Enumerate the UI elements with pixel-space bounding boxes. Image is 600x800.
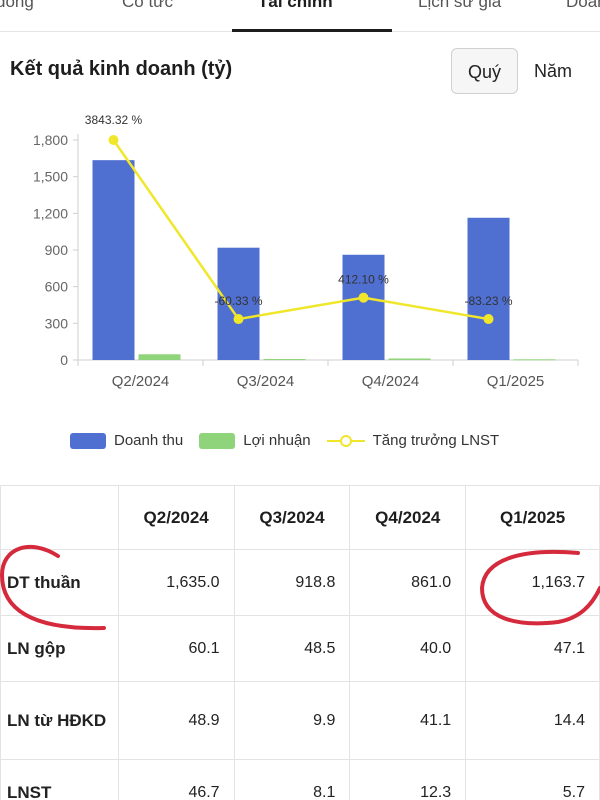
x-tick-label: Q3/2024 <box>237 373 295 390</box>
table-cell: 41.1 <box>349 681 467 760</box>
top-tab-bar: đông Cổ tức Tài chính Lịch sử giá Doanh <box>0 0 600 32</box>
table-cell: 1,635.0 <box>117 549 235 616</box>
tab-dividends[interactable]: Cổ tức <box>122 0 174 11</box>
period-toggle: Quý Năm <box>450 48 588 94</box>
table-cell: 47.1 <box>465 615 600 682</box>
row-label: DT thuần <box>0 549 119 616</box>
growth-data-label: 3843.32 % <box>85 113 143 127</box>
chart-svg: 0 300 600 900 1,200 1,500 1,800 Q2/2024 Q3/2024 Q… <box>33 113 579 390</box>
period-quarter-button[interactable]: Quý <box>450 48 518 94</box>
table-cell: 60.1 <box>117 615 235 682</box>
table-cell: 918.8 <box>233 549 351 616</box>
table-cell: 12.3 <box>349 759 467 800</box>
y-tick-label: 1,500 <box>33 169 68 185</box>
table-cell: 40.0 <box>349 615 467 682</box>
table-header-cell: Q1/2025 <box>465 485 600 550</box>
growth-data-label: -60.33 % <box>214 294 262 308</box>
y-tick-label: 900 <box>45 242 69 258</box>
legend-profit-swatch <box>199 432 236 449</box>
legend-growth-swatch <box>326 433 365 449</box>
business-results-chart: 0 300 600 900 1,200 1,500 1,800 Q2/2024 Q3/2024 Q… <box>0 110 600 410</box>
table-row: LN từ HĐKD 48.9 9.9 41.1 14.4 <box>0 681 600 760</box>
row-label: LN gộp <box>0 615 119 682</box>
bar-profit <box>388 358 431 360</box>
y-tick-label: 0 <box>60 352 68 368</box>
growth-point <box>358 292 369 303</box>
chart-legend: Doanh thu Lợi nhuận Tăng trưởng LNST <box>70 432 515 449</box>
growth-data-label: -83.23 % <box>464 294 512 308</box>
table-cell: 14.4 <box>465 681 600 760</box>
table-header-cell: Q4/2024 <box>349 485 467 550</box>
legend-item-profit[interactable]: Lợi nhuận <box>199 432 311 449</box>
bar-profit <box>138 354 181 360</box>
table-cell: 8.1 <box>233 759 351 800</box>
y-tick-label: 300 <box>45 315 69 331</box>
table-header-cell: Q2/2024 <box>117 485 235 550</box>
y-tick-label: 600 <box>45 279 69 295</box>
growth-point <box>233 314 244 325</box>
table-header-row: Q2/2024 Q3/2024 Q4/2024 Q1/2025 <box>0 485 600 550</box>
bar-profit <box>263 359 306 361</box>
growth-line <box>112 139 489 321</box>
tab-shareholders[interactable]: đông <box>0 0 34 11</box>
table-cell: 5.7 <box>465 759 600 800</box>
x-tick-label: Q1/2025 <box>487 373 545 390</box>
legend-revenue-label: Doanh thu <box>114 432 184 449</box>
section-title: Kết quả kinh doanh (tỷ) <box>10 58 233 80</box>
bar-profit <box>513 359 556 361</box>
row-label: LNST <box>0 759 119 800</box>
growth-point <box>108 135 119 145</box>
x-tick-label: Q2/2024 <box>112 373 170 390</box>
table-cell: 46.7 <box>117 759 235 800</box>
table-cell: 1,163.7 <box>465 549 600 616</box>
tab-financials[interactable]: Tài chính <box>258 0 333 11</box>
legend-growth-label: Tăng trưởng LNST <box>372 432 500 449</box>
table-cell: 861.0 <box>349 549 467 616</box>
table-header-cell <box>0 485 119 550</box>
y-tick-label: 1,800 <box>33 132 68 148</box>
tab-business[interactable]: Doanh <box>566 0 600 11</box>
bar-revenue <box>92 160 135 360</box>
legend-revenue-swatch <box>70 432 106 449</box>
table-cell: 9.9 <box>233 681 351 760</box>
row-label: LN từ HĐKD <box>0 681 119 760</box>
table-cell: 48.9 <box>117 681 235 760</box>
growth-data-label: 412.10 % <box>338 273 389 287</box>
bar-revenue <box>342 254 385 360</box>
table-row: LNST 46.7 8.1 12.3 5.7 <box>0 759 600 800</box>
table-header-cell: Q3/2024 <box>233 485 351 550</box>
legend-item-growth[interactable]: Tăng trưởng LNST <box>326 432 500 449</box>
y-tick-label: 1,200 <box>33 205 68 221</box>
financial-table: Q2/2024 Q3/2024 Q4/2024 Q1/2025 DT thuần… <box>0 485 600 800</box>
growth-point <box>483 314 494 325</box>
x-tick-label: Q4/2024 <box>362 373 420 390</box>
legend-item-revenue[interactable]: Doanh thu <box>70 432 183 449</box>
bar-revenue <box>217 247 260 360</box>
bar-revenue <box>467 217 510 360</box>
table-cell: 48.5 <box>233 615 351 682</box>
active-tab-indicator <box>232 29 392 32</box>
table-row: LN gộp 60.1 48.5 40.0 47.1 <box>0 615 600 682</box>
table-row: DT thuần 1,635.0 918.8 861.0 1,163.7 <box>0 549 600 616</box>
tab-price-history[interactable]: Lịch sử giá <box>418 0 502 11</box>
legend-profit-label: Lợi nhuận <box>243 432 311 449</box>
period-year-button[interactable]: Năm <box>533 61 572 81</box>
